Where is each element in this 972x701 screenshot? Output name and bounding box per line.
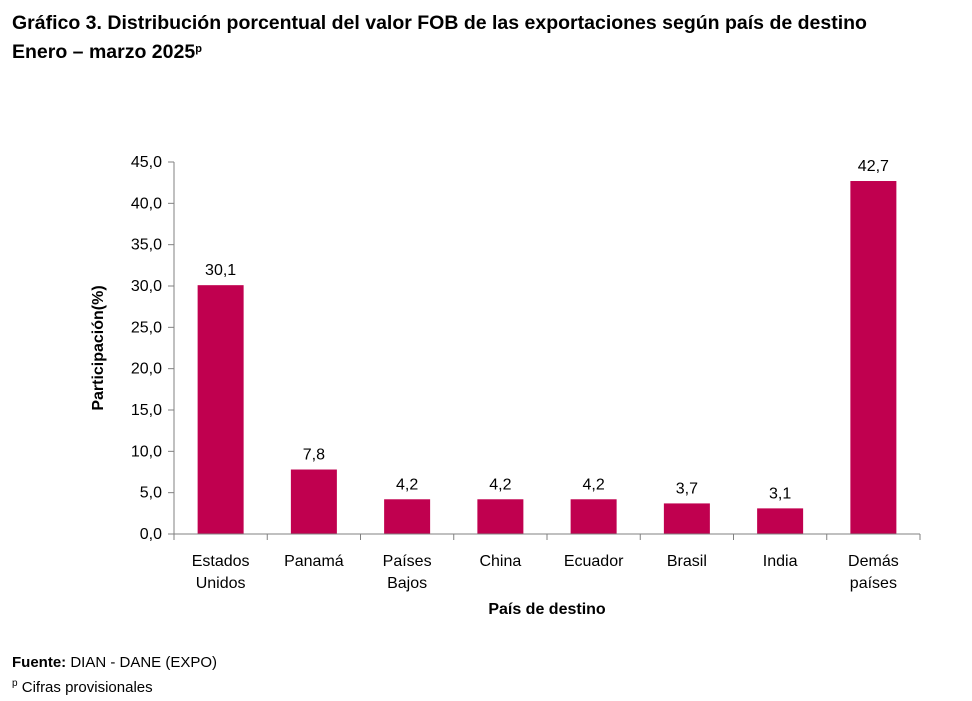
source-text: DIAN - DANE (EXPO) [70, 654, 218, 671]
source-line: Fuente: DIAN - DANE (EXPO) [12, 652, 217, 673]
data-label: 3,1 [769, 485, 791, 502]
x-category-label: Demás [848, 553, 899, 570]
x-category-label: China [479, 553, 521, 570]
y-tick-label: 25,0 [131, 319, 162, 336]
chart-title: Gráfico 3. Distribución porcentual del v… [12, 10, 867, 65]
x-axis: Estados Unidos Panamá Países Bajos China Ecuad… [173, 533, 921, 592]
x-category-label: Ecuador [564, 553, 624, 570]
x-category-label: Unidos [196, 575, 246, 592]
data-label: 4,2 [396, 476, 418, 493]
x-category-label: países [850, 575, 897, 592]
x-category-label: Panamá [284, 553, 344, 570]
bar [663, 503, 710, 534]
note-mark: p [12, 678, 18, 689]
bar [384, 499, 431, 534]
y-tick-label: 45,0 [131, 154, 162, 171]
y-axis-title: Participación(%) [90, 285, 107, 410]
x-category-label: Países [383, 553, 432, 570]
chart-title-line2: Enero – marzo 2025p [12, 36, 867, 65]
x-category-label: Bajos [387, 575, 427, 592]
bars-group: 30,1 7,8 4,2 4,2 4,2 3,7 3,1 42,7 [197, 158, 897, 534]
bar [757, 508, 804, 534]
bar [570, 499, 617, 534]
bar [477, 499, 524, 534]
y-tick-label: 10,0 [131, 443, 162, 460]
data-label: 7,8 [303, 447, 325, 464]
x-category-label: Brasil [667, 553, 707, 570]
source-label: Fuente: [12, 654, 67, 671]
data-label: 30,1 [205, 262, 236, 279]
source-note: Fuente: DIAN - DANE (EXPO) p Cifras prov… [12, 652, 217, 698]
data-label: 3,7 [676, 480, 698, 497]
bar [290, 469, 337, 534]
y-tick-label: 5,0 [140, 485, 162, 502]
y-tick-label: 20,0 [131, 361, 162, 378]
x-category-label: Estados [192, 553, 250, 570]
y-tick-label: 30,0 [131, 278, 162, 295]
x-axis-title: País de destino [488, 601, 606, 618]
y-tick-label: 15,0 [131, 402, 162, 419]
y-tick-label: 40,0 [131, 195, 162, 212]
bar [197, 285, 244, 534]
chart-title-line1: Gráfico 3. Distribución porcentual del v… [12, 12, 867, 34]
provisional-mark: p [195, 43, 202, 55]
chart-subtitle: Enero – marzo 2025 [12, 41, 196, 63]
data-label: 4,2 [489, 476, 511, 493]
provisional-note: p Cifras provisionales [12, 673, 217, 698]
data-label: 4,2 [583, 476, 605, 493]
data-label: 42,7 [858, 158, 889, 175]
y-tick-label: 0,0 [140, 526, 162, 543]
bar [850, 181, 897, 534]
note-text: Cifras provisionales [21, 679, 153, 696]
y-tick-label: 35,0 [131, 237, 162, 254]
y-axis: 0,0 5,0 10,0 15,0 20,0 25,0 30,0 35,0 40,0 45,0 [131, 154, 175, 543]
x-category-label: India [763, 553, 798, 570]
